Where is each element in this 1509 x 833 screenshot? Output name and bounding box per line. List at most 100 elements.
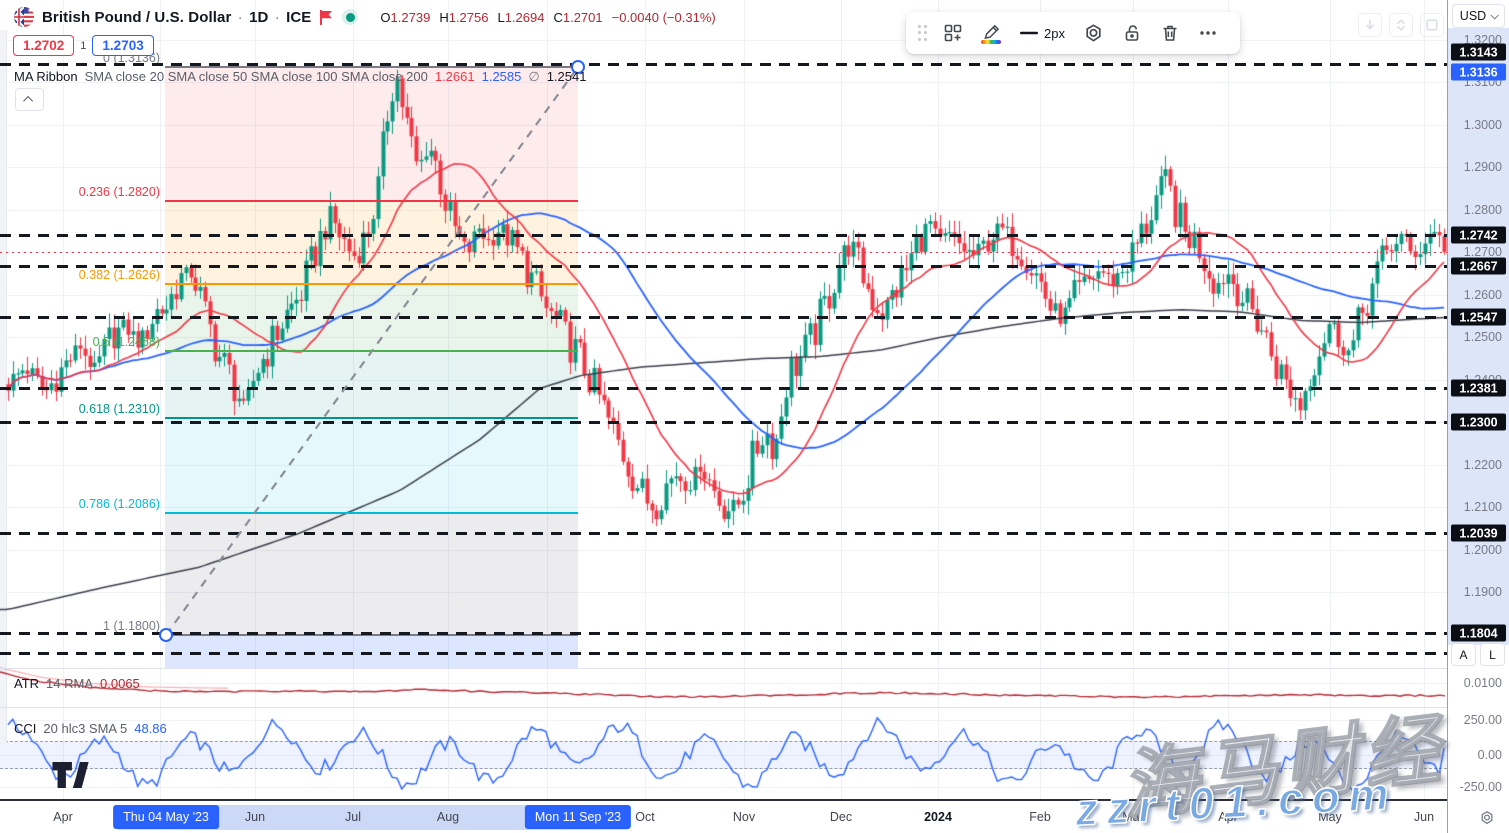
scale-mode-buttons: A L <box>1451 643 1505 666</box>
fib-level-line-0.618[interactable] <box>165 417 578 419</box>
collapse-pane-icon[interactable] <box>1389 13 1413 37</box>
price-tick: 1.2100 <box>1463 500 1502 514</box>
low-value: 1.2694 <box>504 9 545 25</box>
color-pencil-icon[interactable] <box>974 16 1008 50</box>
time-axis-month-label: Jul <box>345 810 361 824</box>
indicator-scale-tick: -250.00 <box>1459 780 1502 794</box>
lock-icon[interactable] <box>1115 16 1149 50</box>
time-axis-divider <box>0 799 1509 801</box>
time-axis-settings-icon[interactable] <box>1470 805 1504 830</box>
line-width-button[interactable]: 2px <box>1012 16 1073 50</box>
price-scale-separator[interactable] <box>1447 0 1448 833</box>
ask-button[interactable]: 1.2703 <box>92 35 154 56</box>
currency-dropdown[interactable]: USD <box>1452 4 1505 28</box>
settings-gear-icon[interactable] <box>1077 16 1111 50</box>
market-status-icon[interactable] <box>342 9 359 25</box>
maximize-pane-icon[interactable] <box>1420 13 1444 37</box>
time-axis-month-label: Jun <box>1413 810 1435 824</box>
open-label: O <box>380 9 391 25</box>
fib-level-label: 0.5 (1.2468) <box>92 335 160 349</box>
move-pane-down-icon[interactable] <box>1358 13 1382 37</box>
dashed-price-level[interactable] <box>0 632 1447 635</box>
price-level-label: 1.2742 <box>1451 226 1506 244</box>
drag-handle-icon[interactable] <box>914 16 932 50</box>
price-scale[interactable]: USD 1.3200 1.3100 1.3000 1.2900 1.2800 1.2700… <box>1448 0 1509 833</box>
dashed-price-level[interactable] <box>0 316 1447 319</box>
indicator-scale-tick: 0.0100 <box>1463 676 1502 690</box>
exchange-label: ICE <box>286 8 312 26</box>
price-scale-highlight <box>1448 28 1509 645</box>
pane-ghost-controls <box>1358 13 1444 37</box>
dashed-price-level[interactable] <box>0 63 1447 66</box>
fib-level-label: 0.236 (1.2820) <box>78 185 160 199</box>
ma-value-sma50: 1.2585 <box>481 69 522 84</box>
template-icon[interactable] <box>936 16 970 50</box>
time-axis-month-label: 2024 <box>924 810 952 824</box>
fib-level-label: 0.382 (1.2626) <box>78 268 160 282</box>
indicator-scale-tick: 0.00 <box>1477 748 1502 762</box>
range-start-date-tag: Thu 04 May '23 <box>113 805 219 829</box>
time-axis-month-label: Aug <box>436 810 460 824</box>
price-tick: 1.2600 <box>1463 288 1502 302</box>
symbol-header: British Pound / U.S. Dollar · 1D · ICE O… <box>14 7 716 27</box>
price-level-label: 1.2547 <box>1451 308 1506 326</box>
symbol-name: British Pound / U.S. Dollar <box>42 8 232 26</box>
collapse-legend-button[interactable] <box>15 88 44 111</box>
close-label: C <box>553 9 563 25</box>
time-axis-month-label: Apr <box>1218 810 1238 824</box>
delete-trash-icon[interactable] <box>1153 16 1187 50</box>
bid-ask-row: 1.2702 1 1.2703 <box>13 35 154 56</box>
dashed-price-level[interactable] <box>0 387 1447 390</box>
more-options-icon[interactable] <box>1191 16 1225 50</box>
fib-level-line-0.5[interactable] <box>165 350 578 352</box>
price-level-label: 1.3143 <box>1451 43 1506 61</box>
price-tick: 1.2800 <box>1463 203 1502 217</box>
price-level-label: 1.2300 <box>1451 413 1506 431</box>
tradingview-logo[interactable] <box>52 762 90 793</box>
dashed-price-level[interactable] <box>0 265 1447 268</box>
selected-drawing-price-label: 1.3136 <box>1451 63 1506 81</box>
chart-canvas[interactable] <box>0 0 1447 800</box>
ma-value-sma200: 1.2541 <box>546 69 587 84</box>
atr-title: ATR <box>14 676 40 691</box>
dashed-price-level[interactable] <box>0 421 1447 424</box>
time-axis-month-label: Apr <box>53 810 73 824</box>
price-tick: 1.1900 <box>1463 585 1502 599</box>
price-level-label: 1.2381 <box>1451 379 1506 397</box>
currency-value: USD <box>1459 9 1487 23</box>
time-axis-month-label: May <box>1318 810 1342 824</box>
bid-button[interactable]: 1.2702 <box>13 35 75 56</box>
close-value: 1.2701 <box>562 9 603 25</box>
separator-dot: · <box>274 8 280 26</box>
fib-level-line-0[interactable] <box>165 66 578 68</box>
ma-ribbon-params: SMA close 20 SMA close 50 SMA close 100 … <box>84 69 428 84</box>
time-axis-month-label: Feb <box>1029 810 1051 824</box>
separator-dot: · <box>237 8 243 26</box>
price-level-label: 1.2039 <box>1451 524 1506 542</box>
cci-params: 20 hlc3 SMA 5 <box>43 721 128 736</box>
auto-scale-button[interactable]: A <box>1451 643 1476 666</box>
pane-divider[interactable] <box>0 707 1447 708</box>
pane-divider[interactable] <box>0 668 1447 669</box>
price-tick: 1.2200 <box>1463 458 1502 472</box>
log-scale-button[interactable]: L <box>1480 643 1505 666</box>
fib-level-line-0.786[interactable] <box>165 512 578 514</box>
ma-value-sma20: 1.2661 <box>434 69 475 84</box>
atr-legend[interactable]: ATR 14 RMA 0.0065 <box>14 676 140 691</box>
current-price-line <box>0 252 1447 253</box>
low-label: L <box>497 9 505 25</box>
flag-bookmark-icon[interactable] <box>319 9 334 26</box>
cci-legend[interactable]: CCI 20 hlc3 SMA 5 48.86 <box>14 721 167 736</box>
ma-ribbon-legend[interactable]: MA Ribbon SMA close 20 SMA close 50 SMA … <box>14 69 586 85</box>
dashed-price-level[interactable] <box>0 532 1447 535</box>
fib-level-line-0.236[interactable] <box>165 200 578 202</box>
price-level-label: 1.2667 <box>1451 257 1506 275</box>
symbol-title[interactable]: British Pound / U.S. Dollar · 1D · ICE <box>42 9 311 26</box>
dashed-price-level[interactable] <box>0 652 1447 655</box>
dashed-price-level[interactable] <box>0 234 1447 237</box>
time-axis[interactable]: Apr Jun Jul Aug Oct Nov Dec 2024 Feb Mar Apr May Jun… <box>0 801 1447 833</box>
price-tick: 1.2500 <box>1463 330 1502 344</box>
gbpusd-flag-icon <box>14 7 34 27</box>
drawing-toolbar: 2px <box>906 12 1240 54</box>
fib-level-line-0.382[interactable] <box>165 283 578 285</box>
